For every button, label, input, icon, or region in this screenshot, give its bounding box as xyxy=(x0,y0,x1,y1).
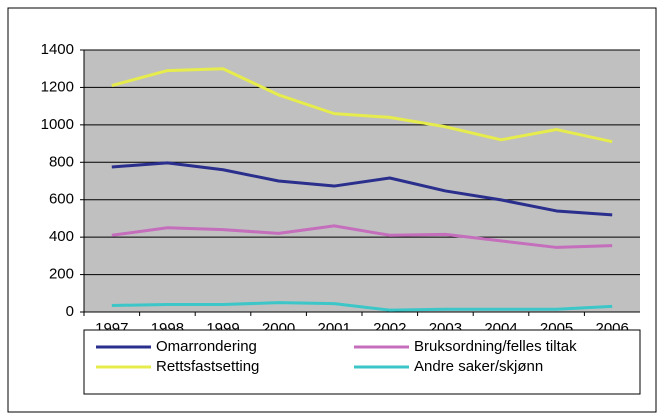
line-series xyxy=(111,301,613,312)
legend-box xyxy=(83,329,641,395)
line-series xyxy=(111,161,613,217)
line-series xyxy=(111,224,613,249)
y-tick-label: 400 xyxy=(49,228,74,245)
y-tick-label: 600 xyxy=(49,191,74,208)
y-tick-label: 1200 xyxy=(41,78,74,95)
y-tick-label: 800 xyxy=(49,153,74,170)
line-series xyxy=(111,67,613,144)
legend-label: Omarrondering xyxy=(156,338,257,355)
legend-label: Bruksordning/felles tiltak xyxy=(414,338,577,355)
legend-label: Andre saker/skjønn xyxy=(414,358,543,375)
legend-label: Rettsfastsetting xyxy=(156,358,259,375)
y-tick-label: 0 xyxy=(66,303,74,320)
y-tick-label: 1400 xyxy=(41,41,74,58)
y-tick-label: 1000 xyxy=(41,116,74,133)
y-tick-label: 200 xyxy=(49,266,74,283)
